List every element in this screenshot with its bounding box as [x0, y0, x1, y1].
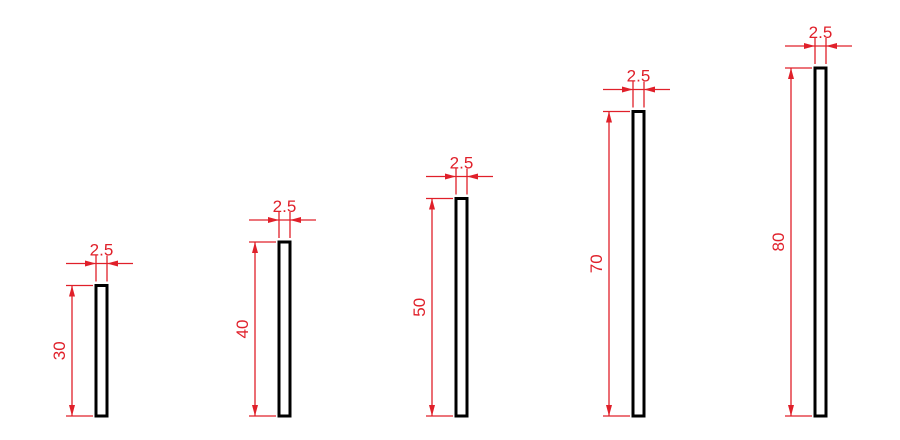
bar-outline — [454, 197, 469, 418]
arrowhead-icon — [606, 111, 612, 123]
arrowhead-icon — [252, 405, 258, 416]
bar-group: 702.5 — [587, 67, 670, 418]
arrowhead-icon — [467, 173, 478, 180]
bar-outline — [277, 240, 292, 418]
arrowhead-icon — [606, 405, 612, 416]
width-label: 2.5 — [450, 154, 474, 173]
arrowhead-icon — [107, 260, 118, 267]
height-label: 50 — [410, 298, 429, 317]
width-label: 2.5 — [627, 67, 651, 86]
width-label: 2.5 — [809, 23, 833, 42]
arrowhead-icon — [445, 173, 456, 180]
arrowhead-icon — [290, 217, 301, 223]
width-label: 2.5 — [90, 241, 114, 260]
arrowhead-icon — [429, 405, 435, 416]
arrowhead-icon — [644, 86, 655, 93]
height-label: 80 — [769, 233, 788, 252]
arrowhead-icon — [252, 242, 258, 253]
arrowhead-icon — [85, 260, 96, 267]
height-label: 70 — [587, 254, 606, 273]
bar-group: 802.5 — [769, 23, 852, 418]
arrowhead-icon — [826, 43, 837, 49]
arrowhead-icon — [69, 285, 75, 297]
bar-outline — [94, 284, 109, 418]
bar-outline — [813, 66, 828, 418]
arrowhead-icon — [622, 86, 633, 93]
height-label: 30 — [50, 341, 69, 360]
bar-group: 302.5 — [50, 241, 133, 418]
arrowhead-icon — [788, 405, 794, 416]
bar-group: 402.5 — [233, 197, 316, 418]
arrowhead-icon — [788, 68, 794, 79]
arrowhead-icon — [268, 217, 279, 223]
bar-outline — [631, 110, 646, 418]
arrowhead-icon — [69, 405, 75, 416]
arrowhead-icon — [429, 198, 435, 210]
width-label: 2.5 — [273, 197, 297, 216]
arrowhead-icon — [804, 43, 815, 49]
height-label: 40 — [233, 320, 252, 339]
bar-group: 502.5 — [410, 154, 493, 418]
